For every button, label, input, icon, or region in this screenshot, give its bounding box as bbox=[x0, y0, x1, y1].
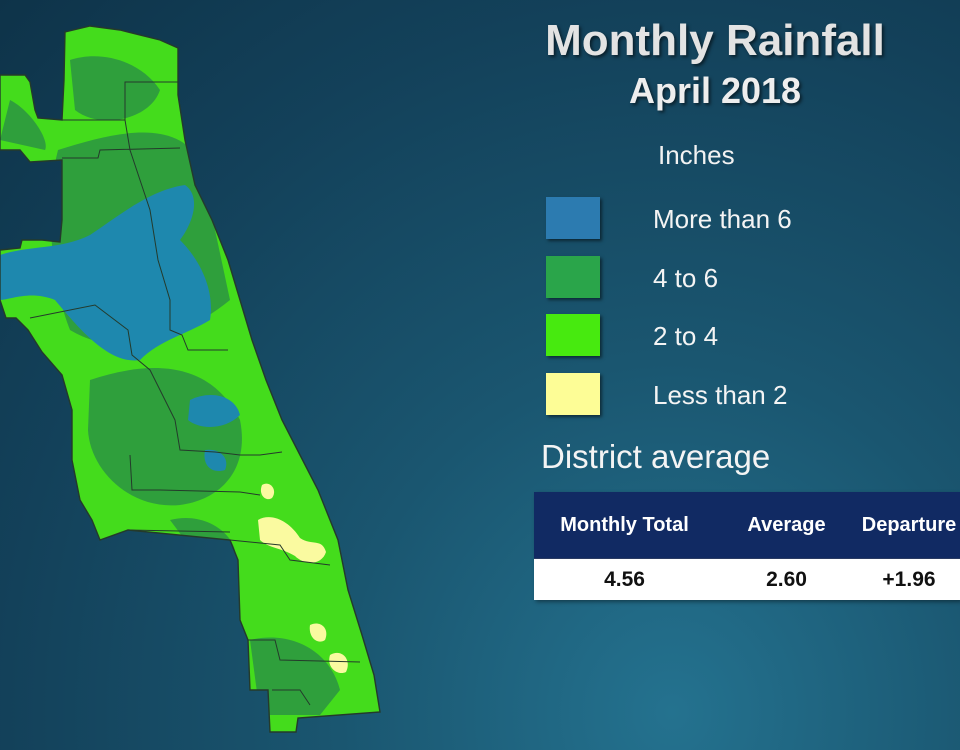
map-subtitle: April 2018 bbox=[628, 70, 802, 111]
zone-2-to-4 bbox=[0, 26, 380, 732]
monthly-total-value: 4.56 bbox=[534, 558, 715, 600]
legend-label: 2 to 4 bbox=[653, 321, 719, 351]
legend-swatch bbox=[546, 373, 600, 415]
county-boundaries bbox=[29, 81, 361, 706]
average-value: 2.60 bbox=[715, 558, 858, 600]
col-departure: Departure bbox=[858, 492, 960, 559]
district-average-heading: District average bbox=[541, 438, 771, 475]
table-header-row: Monthly Total Average Departure bbox=[534, 492, 960, 559]
rainfall-zones bbox=[0, 26, 380, 732]
legend-item-4-to-6: 4 to 6 bbox=[546, 256, 926, 300]
legend-units: Inches bbox=[658, 140, 735, 170]
zones-more-than-6 bbox=[0, 185, 240, 472]
legend-item-more-than-6: More than 6 bbox=[546, 197, 926, 241]
legend-item-less-than-2: Less than 2 bbox=[546, 373, 926, 417]
map-title: Monthly Rainfall bbox=[545, 16, 885, 65]
legend-label: 4 to 6 bbox=[653, 263, 719, 293]
legend-label: Less than 2 bbox=[653, 380, 788, 410]
departure-value: +1.96 bbox=[858, 558, 960, 600]
legend-swatch bbox=[546, 256, 600, 298]
table-row: 4.56 2.60 +1.96 bbox=[534, 558, 960, 600]
legend-swatch bbox=[546, 314, 600, 356]
legend-label: More than 6 bbox=[653, 204, 792, 234]
district-outline bbox=[0, 25, 381, 733]
col-average: Average bbox=[715, 492, 858, 559]
col-monthly-total: Monthly Total bbox=[534, 492, 715, 559]
district-stats-table: Monthly Total Average Departure 4.56 2.6… bbox=[534, 492, 960, 600]
legend-item-2-to-4: 2 to 4 bbox=[546, 314, 926, 358]
legend-swatch bbox=[546, 197, 600, 239]
rainfall-map bbox=[0, 25, 381, 733]
zones-less-than-2 bbox=[258, 483, 348, 674]
